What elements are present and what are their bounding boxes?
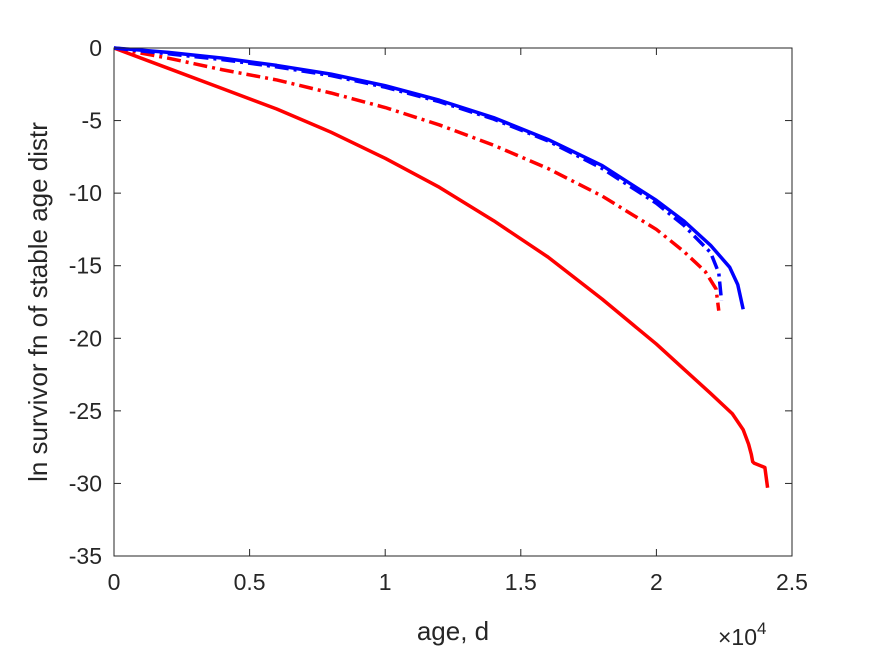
- series-line-4: [113, 46, 745, 310]
- x-tick-label: 0: [108, 569, 121, 595]
- x-axis-label: age, d: [417, 616, 489, 646]
- y-axis-label: ln survivor fn of stable age distr: [23, 122, 53, 482]
- y-tick-label: -15: [69, 253, 102, 279]
- x-tick-label: 1: [379, 569, 392, 595]
- series-layer: [113, 46, 770, 489]
- y-tick-label: 0: [89, 35, 102, 61]
- y-tick-label: -30: [69, 470, 102, 496]
- x-tick-label: 1.5: [505, 569, 537, 595]
- y-tick-label: -35: [69, 543, 102, 569]
- y-tick-label: -5: [82, 108, 102, 134]
- series-line-2: [113, 46, 721, 311]
- x-axis-exponent-power: 4: [757, 619, 766, 638]
- y-tick-label: -10: [69, 180, 102, 206]
- ticks-layer: 0 0.5 1 1.5 2 2.5 0 -5 -10 -15 -20 -25 -30 -35: [69, 35, 808, 595]
- y-tick-label: -20: [69, 325, 102, 351]
- x-tick-label: 2: [650, 569, 663, 595]
- plot-area-frame: [113, 47, 793, 557]
- x-axis-exponent: ×104: [718, 619, 766, 650]
- x-tick-label: 2.5: [776, 569, 808, 595]
- x-tick-label: 0.5: [234, 569, 266, 595]
- y-tick-label: -25: [69, 398, 102, 424]
- series-line-1: [113, 46, 770, 489]
- x-axis-exponent-base: ×10: [718, 624, 757, 650]
